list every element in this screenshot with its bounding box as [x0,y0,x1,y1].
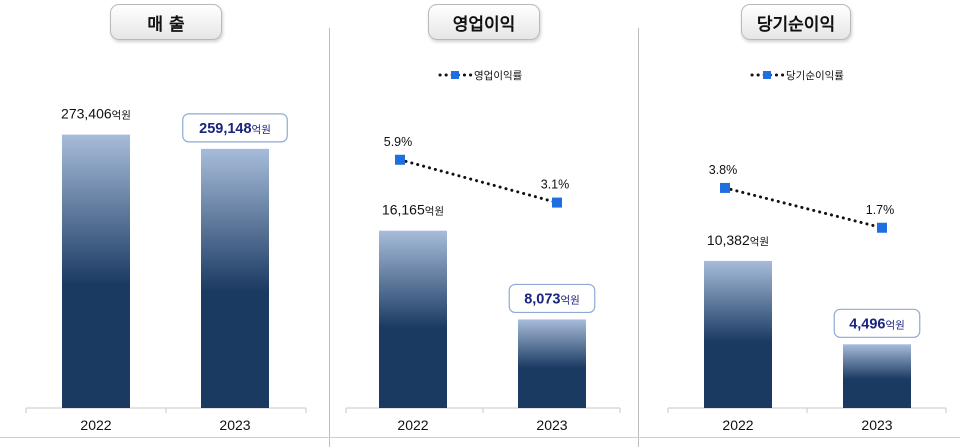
legend-marker-swatch [451,71,459,79]
margin-label: 3.1% [541,178,570,192]
x-tick-label: 2022 [722,417,753,433]
margin-marker [395,154,405,165]
highlight-label-box [508,283,596,314]
chart-panel-3: 2022 10,382억원 2023 4,496억원 3.8% 1.7% 당기순이익률 [667,70,947,433]
legend-label: 영업이익률 [474,69,523,82]
margin-marker [877,222,887,233]
bottom-rule [0,437,960,438]
panel-divider [329,28,330,447]
data-label: 273,406억원 [61,106,131,122]
data-label: 8,073억원 [524,291,580,307]
bar [704,260,772,408]
x-tick-label: 2022 [80,417,111,433]
data-label: 16,165억원 [382,202,444,218]
chart-panel-2: 2022 16,165억원 2023 8,073억원 5.9% 3.1% 영업이익률 [345,69,621,433]
panel-divider [638,28,639,447]
x-tick-label: 2023 [536,417,567,433]
bar [201,148,269,409]
margin-label: 1.7% [866,203,895,217]
highlight-label-box [182,113,288,143]
bar [379,230,447,408]
panel-title-revenue: 매 출 [110,4,222,40]
margin-line [398,158,559,205]
data-label: 259,148억원 [199,121,271,137]
legend-marker-swatch [763,71,771,79]
bar [843,344,911,408]
data-label: 10,382억원 [707,232,769,248]
margin-label: 5.9% [384,135,413,149]
margin-marker [720,182,730,193]
x-tick-label: 2022 [397,417,428,433]
bar [518,319,586,408]
data-label: 4,496억원 [849,316,905,332]
bar [62,134,130,408]
panel-title-operating-profit: 영업이익 [428,4,540,40]
x-tick-label: 2023 [861,417,892,433]
panel-title-net-income: 당기순이익 [741,4,851,40]
margin-label: 3.8% [709,163,738,177]
x-tick-label: 2023 [219,417,250,433]
chart-panel-1: 2022 273,406억원 2023 259,148억원 [25,106,307,433]
highlight-label-box [833,308,921,338]
legend-label: 당기순이익률 [786,70,844,82]
margin-line [723,186,884,230]
margin-marker [552,197,562,208]
